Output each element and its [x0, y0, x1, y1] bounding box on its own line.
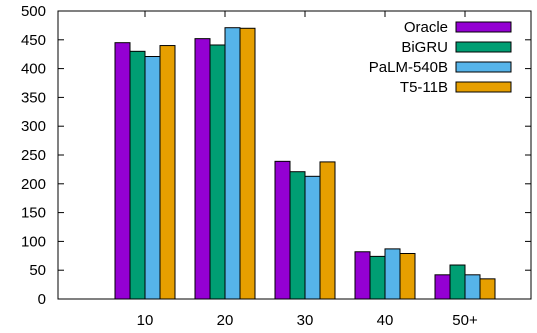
x-tick-label: 30 [297, 312, 314, 329]
y-tick-label: 200 [21, 176, 46, 193]
x-tick-label: 20 [217, 312, 234, 329]
bar-palm-540b-20 [224, 27, 241, 300]
legend-label: Oracle [404, 19, 448, 36]
bar-oracle-10 [114, 42, 131, 300]
x-tick-label: 10 [137, 312, 154, 329]
legend-label: PaLM-540B [369, 59, 448, 76]
y-tick-label: 250 [21, 147, 46, 164]
bar-oracle-40 [354, 251, 371, 300]
bar-t5-11b-20 [239, 27, 256, 300]
bar-palm-540b-10 [144, 56, 161, 300]
y-tick-label: 100 [21, 233, 46, 250]
bar-t5-11b-10 [159, 45, 176, 300]
y-tick-label: 400 [21, 61, 46, 78]
bar-bigru-20 [209, 44, 226, 300]
bar-t5-11b-30 [319, 161, 336, 300]
y-tick-label: 50 [29, 262, 46, 279]
y-tick-label: 300 [21, 118, 46, 135]
bar-bigru-30 [289, 171, 306, 300]
legend-swatch-palm-540b [455, 61, 512, 73]
bar-bigru-10 [129, 50, 146, 300]
axes-group: 0 50 100 150 200 250 300 350 400 450 500 10 20 30 40 50… [21, 3, 532, 329]
bar-bigru-40 [369, 255, 386, 300]
bar-bigru-50 [449, 264, 466, 300]
x-tick-label: 50+ [452, 312, 478, 329]
y-tick-label: 0 [38, 291, 46, 308]
y-tick-label: 150 [21, 205, 46, 222]
bar-oracle-30 [274, 160, 291, 300]
legend: Oracle BiGRU PaLM-540B T5-11B [369, 19, 512, 96]
bar-oracle-20 [194, 38, 211, 300]
legend-swatch-oracle [455, 21, 512, 33]
y-tick-label: 500 [21, 3, 46, 20]
bars-group [114, 27, 496, 300]
y-tick-label: 350 [21, 89, 46, 106]
bar-oracle-50 [434, 274, 451, 300]
legend-swatch-t5-11b [455, 81, 512, 93]
legend-swatch-bigru [455, 41, 512, 53]
legend-label: BiGRU [401, 39, 448, 56]
y-tick-label: 450 [21, 32, 46, 49]
bar-t5-11b-40 [399, 252, 416, 300]
bar-t5-11b-50 [479, 278, 496, 300]
bar-palm-540b-30 [304, 175, 321, 300]
legend-label: T5-11B [400, 79, 448, 96]
bar-palm-540b-50 [464, 274, 481, 300]
bar-palm-540b-40 [384, 248, 401, 300]
x-tick-label: 40 [377, 312, 394, 329]
